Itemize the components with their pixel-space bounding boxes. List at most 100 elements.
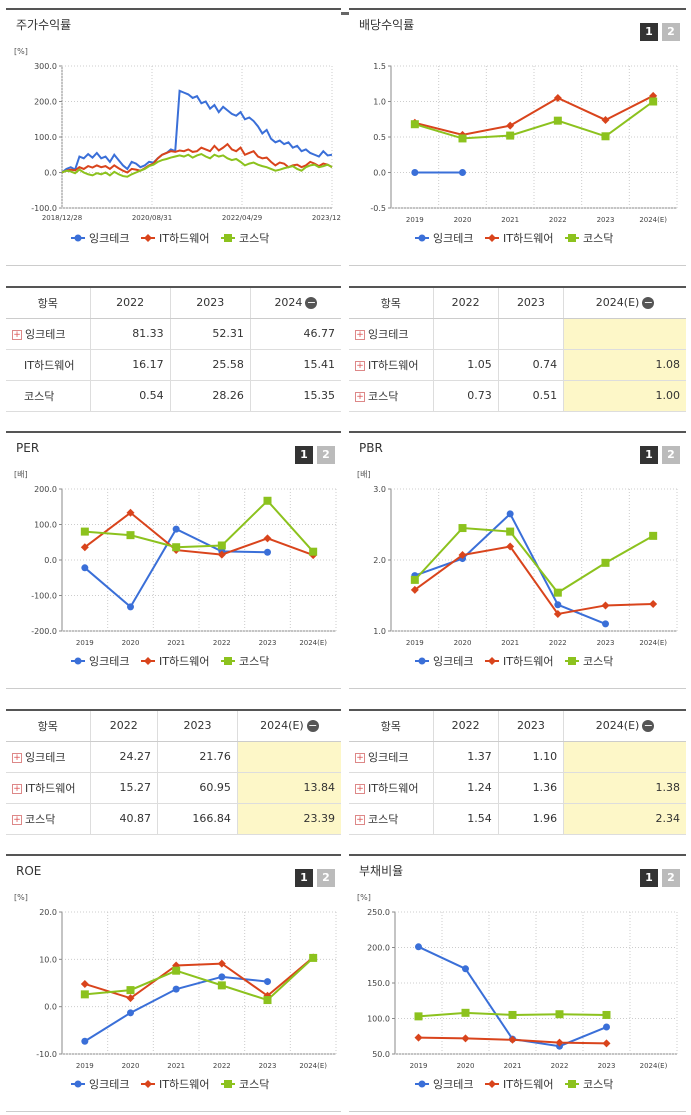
y-tick-label: 0.0 [44,169,57,178]
table-header-row: 항목 2022 2023 2024− [6,287,341,319]
table-cell [563,318,686,350]
x-tick-label: 2024(E) [639,216,667,224]
expand-icon[interactable]: + [355,752,365,763]
view-2-button[interactable]: 2 [317,446,335,464]
row-label: 코스닥 [25,812,56,826]
expand-icon[interactable]: + [355,329,365,340]
column-header: 2022 [433,287,499,319]
row-label-cell[interactable]: + 잉크테크 [6,318,91,350]
x-tick-label: 2018/12/28 [42,214,82,222]
y-tick-label: 100.0 [34,521,57,530]
row-label: IT하드웨어 [368,781,419,795]
collapse-icon[interactable]: − [642,719,655,733]
view-2-button[interactable]: 2 [662,869,680,887]
expand-icon[interactable]: + [12,814,22,825]
stock-return-table: 항목 2022 2023 2024− + 잉크테크 81.33 52.31 46.77 IT하드웨… [6,286,341,412]
view-1-button[interactable]: 1 [295,869,313,887]
view-1-button[interactable]: 1 [640,446,658,464]
table-cell: 2.34 [563,803,686,835]
x-tick-label: 2020 [122,1062,140,1070]
y-tick-label: 150.0 [367,979,390,988]
collapse-icon[interactable]: − [305,296,318,310]
x-tick-label: 2019 [76,639,94,647]
data-point [555,1010,564,1019]
data-point [418,657,426,665]
view-2-button[interactable]: 2 [662,446,680,464]
column-header-label: 항목 [37,296,58,310]
data-point [74,234,82,242]
data-point [172,543,181,552]
x-tick-label: 2021 [167,1062,185,1070]
table-cell: 46.77 [250,318,341,350]
expand-icon[interactable]: + [355,391,365,402]
x-tick-label: 2019 [406,639,424,647]
expand-icon[interactable]: + [12,783,22,794]
row-label-cell[interactable]: + 코스닥 [6,803,91,835]
y-tick-label: 100.0 [367,1015,390,1024]
data-point [224,657,232,665]
view-2-button[interactable]: 2 [317,869,335,887]
expand-icon[interactable]: + [355,814,365,825]
data-point [553,609,562,618]
view-1-button[interactable]: 1 [640,869,658,887]
debt-ratio-chart: [%] 250.0 200.0 150.0 100.0 50.0 2019 2020 2021 2… [357,893,678,1091]
row-label-cell[interactable]: + 잉크테크 [349,741,434,773]
data-point [217,981,226,990]
data-point [80,527,89,536]
column-header: 2024(E) − [237,710,341,742]
row-label-cell[interactable]: + 코스닥 [349,380,434,412]
data-point [649,97,658,106]
column-header-label: 2024(E) [595,719,640,733]
data-point [144,234,152,242]
collapse-icon[interactable]: − [642,296,655,310]
x-tick-label: 2023/12/28 [312,214,341,222]
row-label-cell[interactable]: + 잉크테크 [349,318,434,350]
data-point [309,953,318,962]
row-label-cell[interactable]: + IT하드웨어 [349,349,434,381]
expand-icon[interactable]: + [355,783,365,794]
row-label-cell[interactable]: IT하드웨어 [6,349,91,381]
panel-title: ROE [16,864,42,878]
table-cell: 1.00 [563,380,686,412]
view-1-button[interactable]: 1 [295,446,313,464]
collapse-icon[interactable]: − [306,719,319,733]
row-label: 잉크테크 [25,750,66,764]
view-1-button[interactable]: 1 [640,23,658,41]
data-point [263,996,272,1005]
data-point [553,93,562,102]
table-cell: 1.38 [563,772,686,804]
unit-label: [배] [357,470,371,479]
table-cell: 0.73 [433,380,499,412]
legend-label: IT하드웨어 [503,231,553,245]
table-cell: 81.33 [90,318,171,350]
row-label-cell[interactable]: + 잉크테크 [6,741,91,773]
row-label-cell[interactable]: + 코스닥 [349,803,434,835]
column-header: 항목 [349,287,434,319]
table-cell: 166.84 [157,803,238,835]
row-label-cell[interactable]: + IT하드웨어 [349,772,434,804]
series-line [84,499,314,553]
y-tick-label: -200.0 [31,627,57,636]
table-row: + 잉크테크 24.27 21.76 [6,741,341,773]
x-tick-label: 2024(E) [299,639,327,647]
expand-icon[interactable]: + [12,752,22,763]
row-label-cell[interactable]: 코스닥 [6,380,91,412]
data-point [414,1012,423,1021]
expand-icon[interactable]: + [12,329,22,340]
data-point [488,1080,496,1088]
y-tick-label: 50.0 [372,1050,390,1059]
series-line [414,527,654,594]
series-line [414,545,654,616]
data-point [126,994,135,1003]
panel-title: PBR [359,441,383,455]
unit-label: [%] [14,47,28,56]
column-header-label: 항목 [380,296,401,310]
view-2-button[interactable]: 2 [662,23,680,41]
row-label-cell[interactable]: + IT하드웨어 [6,772,91,804]
data-point [554,601,562,609]
expand-icon[interactable]: + [355,360,365,371]
table-row: 코스닥 0.54 28.26 15.35 [6,380,341,412]
data-point [264,978,271,986]
